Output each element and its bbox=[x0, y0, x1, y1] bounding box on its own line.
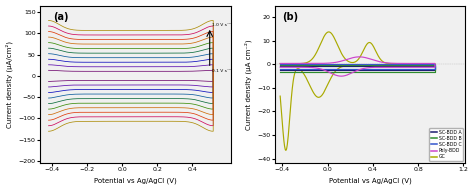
Y-axis label: Current density (μA cm⁻²): Current density (μA cm⁻²) bbox=[244, 39, 252, 130]
Text: 0.1 V s⁻¹: 0.1 V s⁻¹ bbox=[212, 69, 231, 73]
Legend: SC-BDD A, SC-BDD B, SC-BDD C, Poly-BDD, GC: SC-BDD A, SC-BDD B, SC-BDD C, Poly-BDD, … bbox=[429, 128, 463, 161]
X-axis label: Potential vs Ag/AgCl (V): Potential vs Ag/AgCl (V) bbox=[328, 178, 411, 184]
Y-axis label: Current density (μA/cm²): Current density (μA/cm²) bbox=[6, 41, 13, 128]
X-axis label: Potential vs Ag/AgCl (V): Potential vs Ag/AgCl (V) bbox=[94, 178, 177, 184]
Text: (a): (a) bbox=[53, 12, 69, 22]
Text: (b): (b) bbox=[282, 12, 298, 22]
Text: 1.0 V s⁻¹: 1.0 V s⁻¹ bbox=[212, 23, 231, 27]
